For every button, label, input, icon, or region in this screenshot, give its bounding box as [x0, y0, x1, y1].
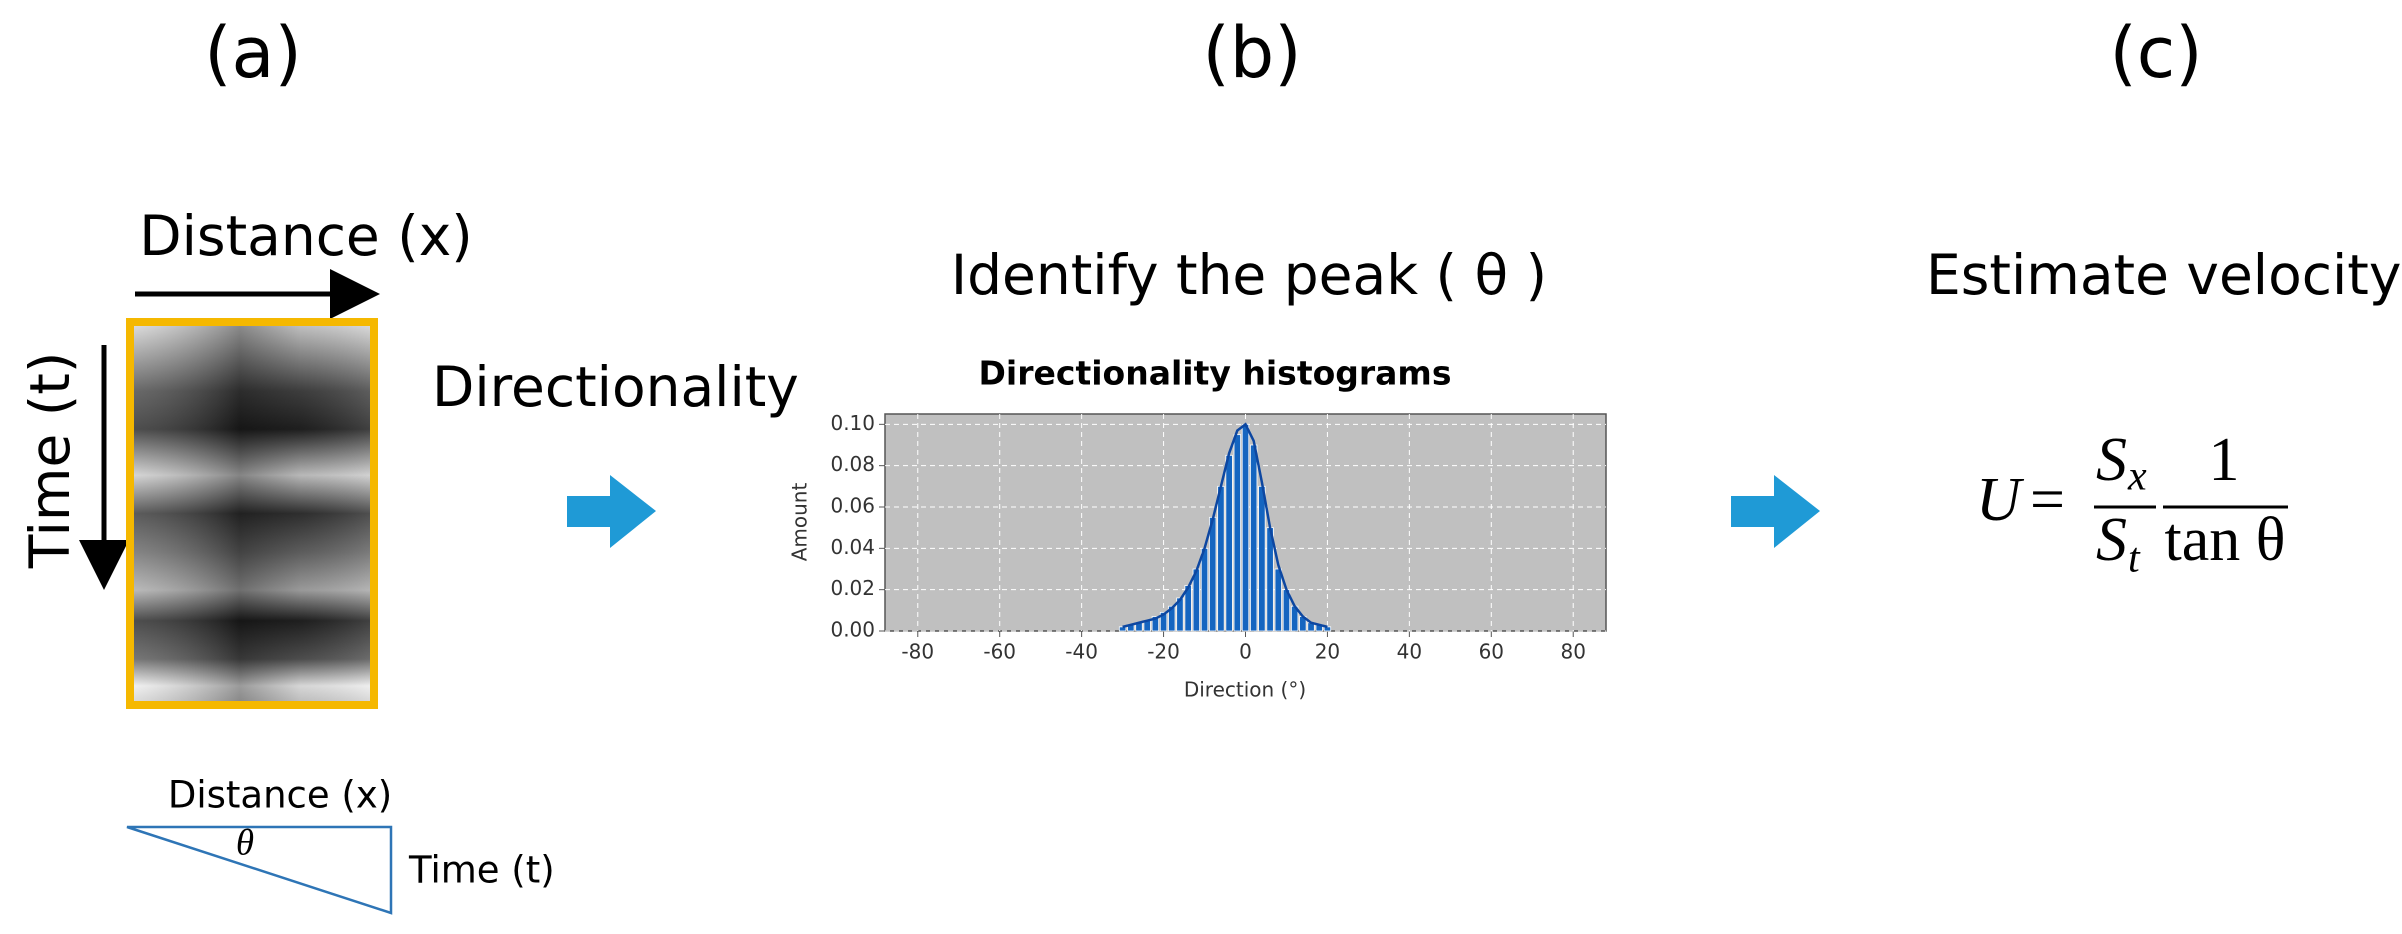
bar — [1200, 547, 1209, 632]
bar — [1274, 568, 1282, 632]
step-label: Directionality — [432, 355, 799, 419]
x-tick-label: -20 — [1147, 640, 1180, 664]
y-axis-label: Amount — [788, 483, 812, 562]
y-tick-label: 0.08 — [830, 452, 875, 476]
formula-symbol: 1 — [2209, 426, 2240, 494]
chart-title: Directionality histograms — [979, 354, 1452, 393]
formula-symbol: S — [2096, 506, 2127, 574]
x-tick-label: 20 — [1315, 640, 1340, 664]
triangle-angle: θ — [236, 822, 254, 863]
y-tick-label: 0.00 — [830, 618, 875, 642]
bar — [1168, 605, 1176, 632]
bar — [1225, 454, 1233, 632]
triangle — [126, 825, 393, 915]
bar — [1258, 485, 1266, 632]
x-axis-label: Direction (°) — [1184, 678, 1306, 702]
x-tick-label: 60 — [1479, 640, 1504, 664]
bar — [1151, 616, 1160, 632]
bar — [1217, 485, 1225, 632]
kymograph-frame — [126, 318, 378, 709]
arrow — [1731, 475, 1820, 548]
panel-label: (a) — [204, 12, 302, 94]
formula-subscript: x — [2127, 454, 2147, 500]
step-title: Estimate velocity — [1926, 243, 2401, 307]
x-tick-label: 40 — [1397, 640, 1422, 664]
axis-label: Time (t) — [18, 352, 82, 570]
y-tick-label: 0.02 — [830, 576, 875, 600]
step-title: Identify the peak ( θ ) — [951, 243, 1547, 307]
bar — [1241, 423, 1250, 632]
y-tick-label: 0.10 — [830, 411, 875, 435]
fit-line — [1122, 422, 1328, 629]
formula-symbol: S — [2096, 426, 2127, 494]
triangle-label: Distance (x) — [168, 774, 392, 817]
y-tick-label: 0.06 — [830, 494, 875, 518]
bar — [1159, 612, 1168, 632]
histogram: Directionality histograms Amount Directi… — [788, 354, 1607, 702]
formula-subscript: t — [2128, 536, 2141, 582]
bar — [1233, 434, 1241, 632]
x-tick-label: 0 — [1239, 640, 1252, 664]
panel-label: (c) — [2109, 12, 2202, 94]
bar — [1118, 626, 1127, 632]
formula: U = S x S t 1 tan θ — [1976, 426, 2288, 582]
x-tick-label: -80 — [901, 640, 934, 664]
formula-symbol: = — [2030, 466, 2065, 534]
x-tick-label: 80 — [1561, 640, 1586, 664]
triangle-label: Time (t) — [408, 849, 555, 892]
panel-label: (b) — [1202, 12, 1301, 94]
kymograph-shade — [130, 322, 374, 705]
x-tick-label: -60 — [983, 640, 1016, 664]
bar — [1209, 516, 1217, 632]
bar — [1250, 444, 1258, 632]
axis-label: Distance (x) — [139, 204, 472, 268]
x-tick-label: -40 — [1065, 640, 1098, 664]
formula-symbol: U — [1976, 466, 2025, 534]
y-tick-label: 0.04 — [830, 535, 875, 559]
formula-symbol: tan θ — [2165, 506, 2286, 574]
arrow — [567, 475, 656, 548]
